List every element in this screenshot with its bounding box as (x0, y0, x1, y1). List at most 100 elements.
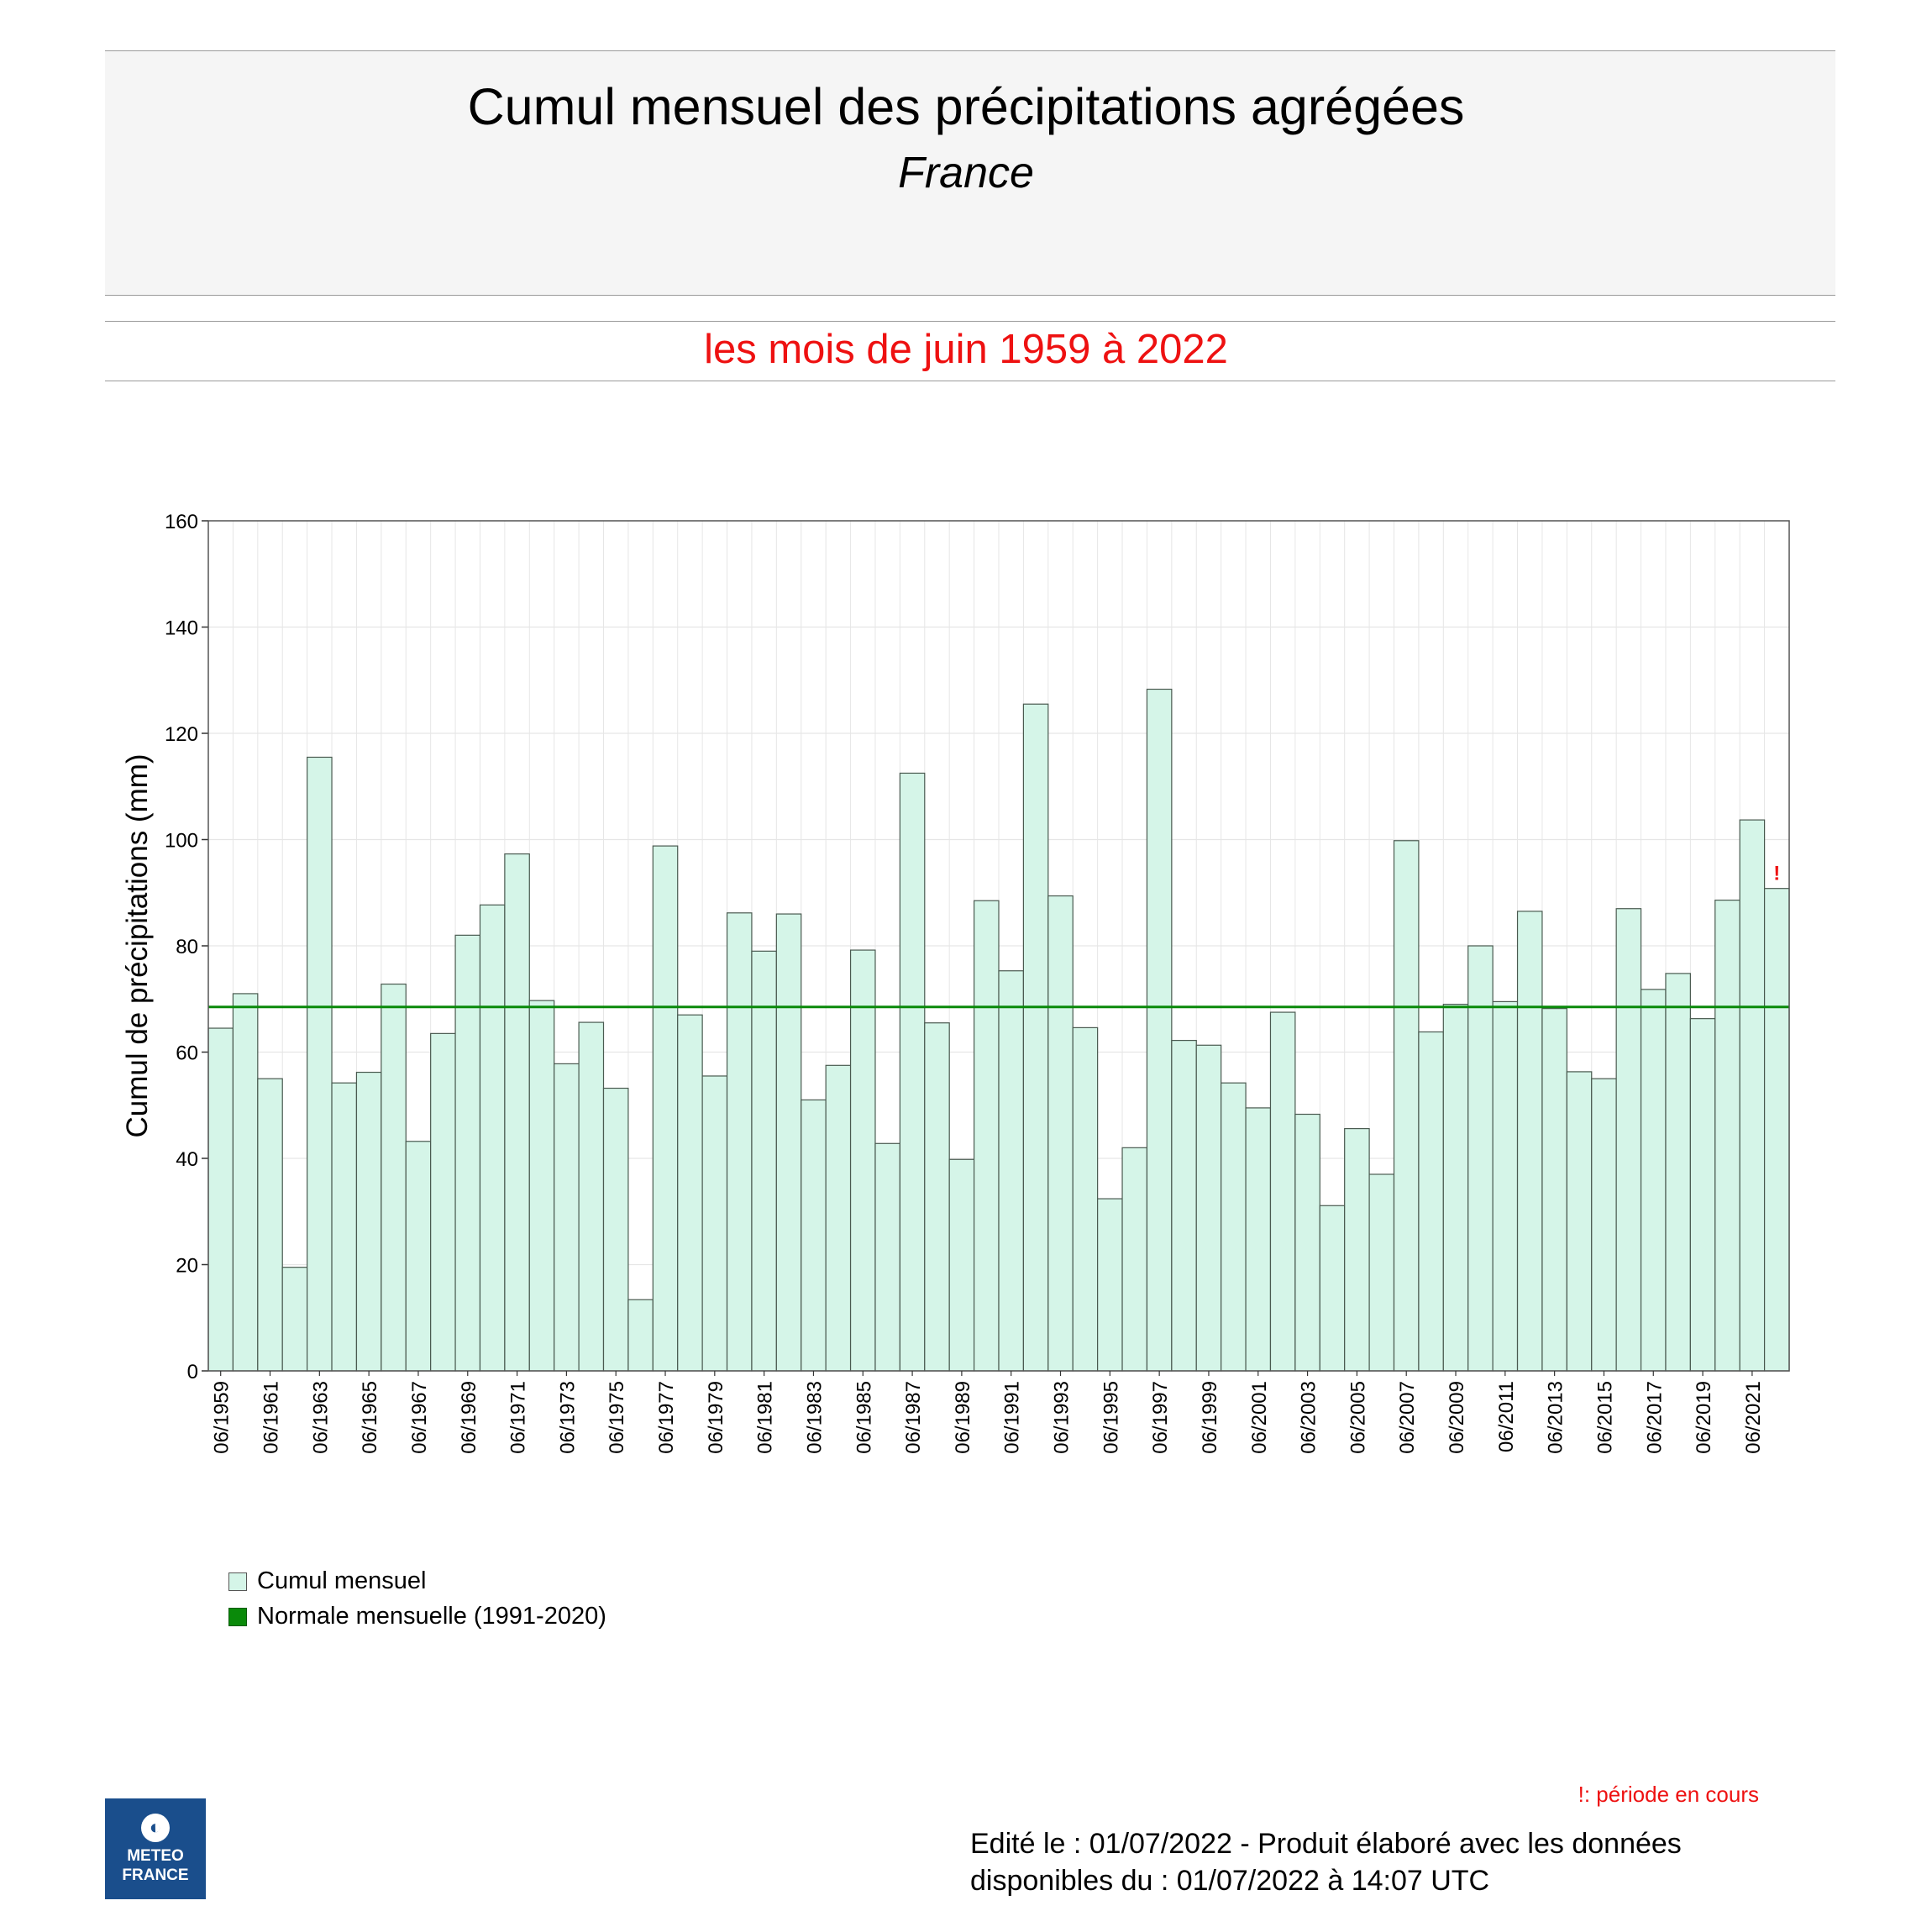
x-tick-label: 06/2019 (1693, 1381, 1715, 1454)
x-tick-label: 06/2017 (1643, 1381, 1666, 1454)
bar-06-1986 (874, 1142, 900, 1372)
x-tick-label: 06/1973 (556, 1381, 579, 1454)
chart-subtitle: France (898, 149, 1034, 197)
bar-06-1984 (825, 1064, 852, 1372)
bar-06-1973 (554, 1063, 580, 1372)
bar-06-1975 (602, 1087, 629, 1372)
y-tick-label: 160 (165, 511, 198, 533)
bar-06-2007 (1393, 840, 1420, 1372)
bar-06-1964 (331, 1082, 358, 1372)
bar-06-1978 (677, 1014, 703, 1372)
legend-label-cumul: Cumul mensuel (257, 1567, 427, 1594)
bar-06-2021 (1739, 819, 1766, 1372)
bar-06-1989 (948, 1158, 975, 1372)
x-tick-label: 06/1999 (1199, 1381, 1221, 1454)
x-tick-label: 06/2009 (1446, 1381, 1468, 1454)
legend-item-normale: Normale mensuelle (1991-2020) (228, 1603, 606, 1630)
bar-06-1995 (1097, 1198, 1123, 1372)
y-tick-label: 20 (176, 1255, 198, 1278)
bar-06-1992 (1022, 703, 1049, 1372)
bar-06-2003 (1294, 1113, 1320, 1372)
bar-06-2001 (1245, 1107, 1272, 1372)
bar-06-1987 (899, 772, 926, 1372)
bar-06-2016 (1615, 908, 1642, 1372)
bar-06-2017 (1640, 989, 1667, 1372)
x-tick-label: 06/1995 (1100, 1381, 1122, 1454)
bar-06-1977 (652, 845, 679, 1372)
bar-06-2022 (1763, 888, 1790, 1372)
x-tick-label: 06/1985 (853, 1381, 875, 1454)
logo-mark-icon: ◐ (141, 1814, 170, 1842)
legend-label-normale: Normale mensuelle (1991-2020) (257, 1603, 606, 1630)
bar-06-2002 (1269, 1011, 1296, 1372)
x-tick-label: 06/1983 (803, 1381, 826, 1454)
y-tick-label: 100 (165, 830, 198, 853)
bar-06-1968 (430, 1032, 456, 1372)
x-tick-label: 06/1967 (408, 1381, 431, 1454)
bar-06-1985 (849, 949, 876, 1372)
bar-06-2009 (1442, 1003, 1469, 1372)
title-panel (105, 50, 1835, 296)
meteo-france-logo-icon: ◐ METEO FRANCE (105, 1798, 206, 1899)
x-tick-label: 06/1991 (1001, 1381, 1024, 1454)
x-tick-label: 06/1981 (754, 1381, 777, 1454)
x-tick-label: 06/1969 (458, 1381, 480, 1454)
x-tick-label: 06/2007 (1396, 1381, 1419, 1454)
chart-title: Cumul mensuel des précipitations agrégée… (467, 78, 1465, 135)
period-label: les mois de juin 1959 à 2022 (704, 327, 1228, 372)
period-panel (105, 321, 1835, 381)
bar-06-1994 (1072, 1026, 1099, 1372)
x-tick-label: 06/2021 (1742, 1381, 1765, 1454)
y-tick-label: 140 (165, 617, 198, 640)
bar-06-1980 (726, 912, 753, 1372)
bar-06-2000 (1221, 1082, 1247, 1372)
bar-06-1960 (232, 993, 259, 1372)
bar-06-1965 (355, 1071, 382, 1372)
x-tick-label: 06/1971 (507, 1381, 530, 1454)
legend-item-cumul: Cumul mensuel (228, 1567, 426, 1595)
x-tick-label: 06/2001 (1248, 1381, 1271, 1454)
bar-06-1963 (307, 756, 333, 1372)
bar-06-1999 (1195, 1044, 1222, 1372)
bar-06-1967 (405, 1141, 432, 1372)
x-tick-label: 06/1989 (952, 1381, 974, 1454)
y-axis-label: Cumul de précipitations (mm) (121, 753, 154, 1137)
bar-06-1982 (775, 913, 802, 1372)
bar-06-2011 (1492, 1000, 1519, 1372)
bar-06-1971 (504, 853, 530, 1372)
edit-line-1: Edité le : 01/07/2022 - Produit élaboré … (970, 1828, 1682, 1860)
bar-06-1979 (701, 1075, 728, 1372)
x-tick-label: 06/2015 (1593, 1381, 1616, 1454)
bar-06-1969 (454, 934, 481, 1372)
y-tick-label: 60 (176, 1042, 198, 1065)
bar-06-1976 (627, 1299, 654, 1372)
bar-06-2015 (1591, 1078, 1617, 1372)
x-tick-label: 06/2011 (1495, 1381, 1518, 1452)
x-tick-label: 06/1975 (606, 1381, 628, 1454)
bar-06-1998 (1171, 1039, 1197, 1372)
bar-06-2005 (1344, 1127, 1370, 1372)
logo-line-1: METEO (127, 1847, 184, 1865)
x-tick-label: 06/1961 (260, 1381, 283, 1454)
x-tick-label: 06/2013 (1545, 1381, 1567, 1454)
bar-06-2018 (1665, 973, 1691, 1372)
bar-06-2013 (1541, 1008, 1567, 1372)
current-period-note: !: période en cours (1578, 1782, 1759, 1807)
x-tick-label: 06/1965 (359, 1381, 381, 1454)
x-tick-label: 06/1963 (309, 1381, 332, 1454)
bar-06-2006 (1368, 1173, 1395, 1372)
legend-swatch-normale (228, 1607, 247, 1626)
bar-06-1972 (528, 1000, 555, 1372)
x-tick-label: 06/1993 (1051, 1381, 1074, 1454)
bar-06-1983 (801, 1099, 827, 1372)
bar-06-1961 (257, 1078, 283, 1372)
bar-06-2014 (1566, 1071, 1593, 1372)
bar-06-1993 (1047, 895, 1074, 1372)
bar-06-1959 (207, 1027, 234, 1372)
legend-swatch-cumul (228, 1572, 247, 1591)
bar-06-1966 (381, 983, 407, 1372)
bar-06-1962 (281, 1267, 308, 1372)
y-tick-label: 0 (187, 1361, 198, 1383)
x-tick-label: 06/2003 (1298, 1381, 1320, 1454)
